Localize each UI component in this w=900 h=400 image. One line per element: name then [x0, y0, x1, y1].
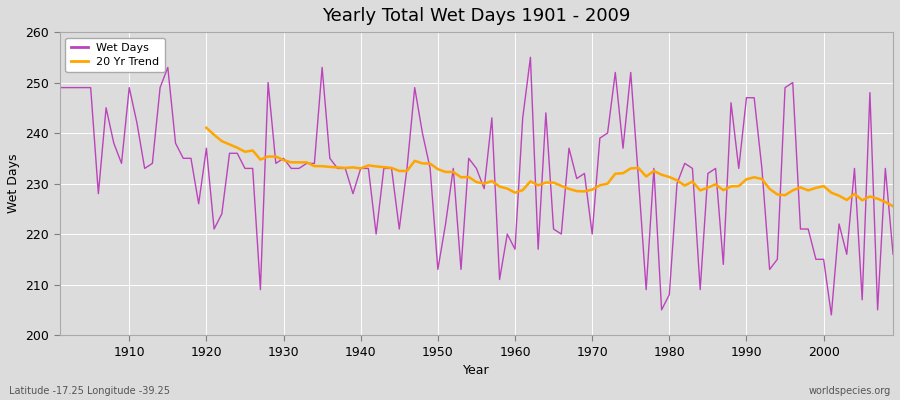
- 20 Yr Trend: [680, 183, 690, 188]
- Wet Days: [54, 85, 65, 90]
- Text: Latitude -17.25 Longitude -39.25: Latitude -17.25 Longitude -39.25: [9, 386, 170, 396]
- 20 Yr Trend: [772, 192, 783, 197]
- 20 Yr Trend: [857, 198, 868, 203]
- Wet Days: [826, 312, 837, 317]
- Wet Days: [332, 166, 343, 171]
- Wet Days: [502, 232, 513, 236]
- Wet Days: [525, 55, 535, 60]
- Wet Days: [116, 161, 127, 166]
- Y-axis label: Wet Days: Wet Days: [7, 154, 20, 213]
- 20 Yr Trend: [201, 125, 212, 130]
- Title: Yearly Total Wet Days 1901 - 2009: Yearly Total Wet Days 1901 - 2009: [322, 7, 631, 25]
- Wet Days: [509, 247, 520, 252]
- 20 Yr Trend: [293, 160, 304, 165]
- Line: Wet Days: Wet Days: [59, 57, 893, 315]
- Legend: Wet Days, 20 Yr Trend: Wet Days, 20 Yr Trend: [66, 38, 165, 72]
- 20 Yr Trend: [788, 188, 798, 193]
- Wet Days: [286, 166, 297, 171]
- Wet Days: [610, 70, 621, 75]
- 20 Yr Trend: [887, 204, 898, 209]
- Line: 20 Yr Trend: 20 Yr Trend: [206, 128, 893, 206]
- Text: worldspecies.org: worldspecies.org: [809, 386, 891, 396]
- Wet Days: [887, 252, 898, 257]
- X-axis label: Year: Year: [464, 364, 490, 377]
- 20 Yr Trend: [410, 158, 420, 163]
